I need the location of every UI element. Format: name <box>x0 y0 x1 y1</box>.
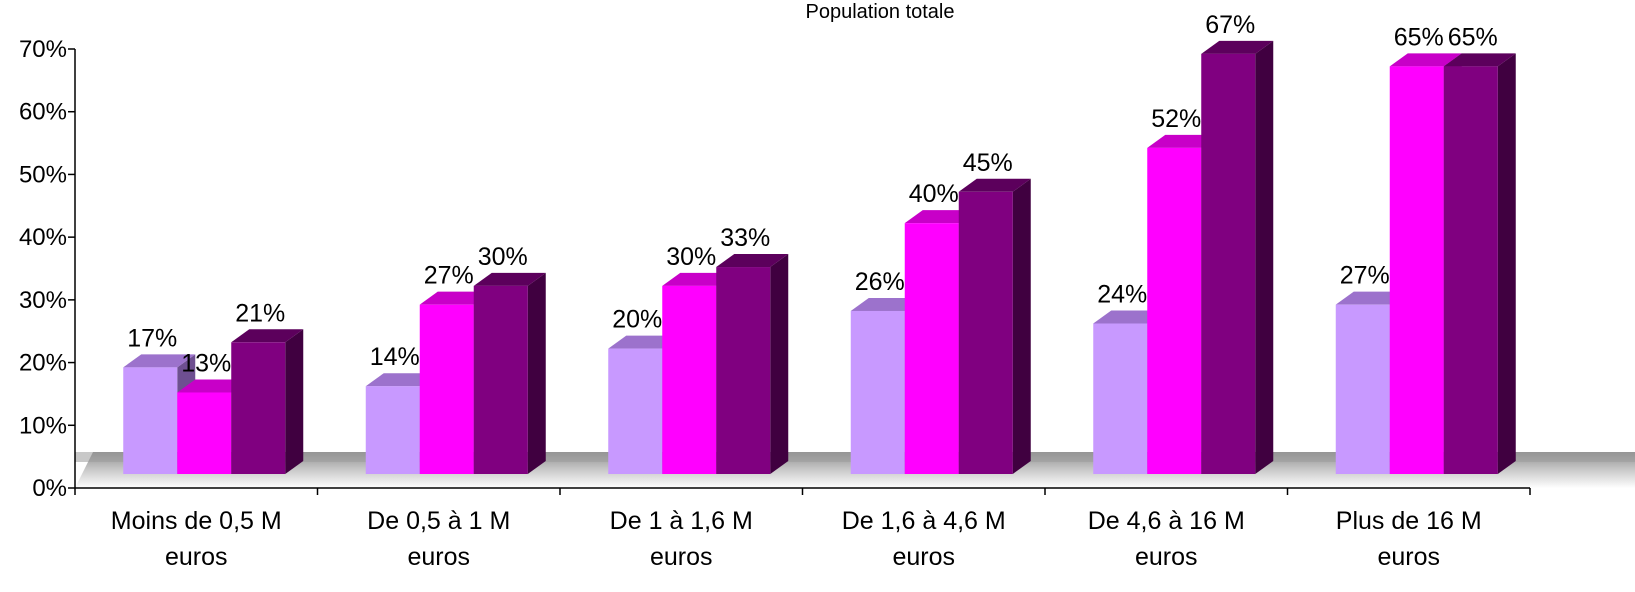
x-category-label: euros <box>1135 543 1198 571</box>
data-label: 67% <box>1205 11 1255 39</box>
bar-front <box>365 386 420 474</box>
x-category-label: euros <box>407 543 470 571</box>
bar-front <box>177 392 232 474</box>
bar-front <box>231 342 286 474</box>
bar-side <box>285 329 304 474</box>
bar-front <box>419 304 474 474</box>
bar <box>473 272 546 474</box>
x-category-label: Moins de 0,5 M <box>111 507 282 535</box>
bar-side <box>1497 53 1516 474</box>
bar-front <box>1443 66 1498 474</box>
data-label: 27% <box>1340 262 1390 290</box>
y-tick-label: 60% <box>19 99 67 126</box>
y-tick-label: 10% <box>19 412 67 439</box>
bar-front <box>850 310 905 474</box>
bar-top <box>1443 53 1516 67</box>
x-category-label: euros <box>1377 543 1440 571</box>
bar-side <box>527 272 546 474</box>
bar <box>1443 53 1516 474</box>
data-label: 26% <box>855 268 905 296</box>
bar-side <box>770 254 789 474</box>
bar-front <box>1389 66 1444 474</box>
bar-front <box>1147 147 1202 474</box>
data-label: 30% <box>666 243 716 271</box>
data-label: 13% <box>181 349 231 377</box>
data-label: 30% <box>478 243 528 271</box>
data-label: 24% <box>1097 280 1147 308</box>
bar <box>716 254 789 474</box>
bars <box>123 40 1516 475</box>
bar-front <box>1093 323 1148 474</box>
bar-front <box>662 285 717 474</box>
data-label: 52% <box>1151 105 1201 133</box>
x-category-label: euros <box>892 543 955 571</box>
x-category-label: De 0,5 à 1 M <box>367 507 510 535</box>
bar-front <box>123 367 178 474</box>
data-labels: 17%13%21%14%27%30%20%30%33%26%40%45%24%5… <box>127 11 1498 378</box>
bar <box>1201 40 1274 475</box>
x-category-label: De 1,6 à 4,6 M <box>842 507 1006 535</box>
y-tick-label: 70% <box>19 36 67 63</box>
bar-top <box>716 254 789 268</box>
x-category-label: euros <box>165 543 228 571</box>
axes: 0% 10% 20% 30% 40% 50% 60% 70% Moins de 0,5 M eur… <box>19 36 1531 571</box>
x-category-label: euros <box>650 543 713 571</box>
x-category-label: De 4,6 à 16 M <box>1088 507 1245 535</box>
bar-top <box>1389 53 1462 67</box>
y-tick-label: 50% <box>19 161 67 188</box>
x-category-label: Plus de 16 M <box>1336 507 1482 535</box>
y-tick-label: 40% <box>19 224 67 251</box>
bar-front <box>1335 304 1390 474</box>
x-category-label: De 1 à 1,6 M <box>610 507 753 535</box>
chart-title: Population totale <box>805 1 954 23</box>
bar-front <box>1201 53 1256 475</box>
data-label: 27% <box>424 262 474 290</box>
data-label: 45% <box>963 149 1013 177</box>
data-label: 20% <box>612 306 662 334</box>
bar-top <box>123 354 196 368</box>
bar-front <box>958 191 1013 475</box>
bar-top <box>958 178 1031 192</box>
bar-front <box>716 267 771 474</box>
data-label: 17% <box>127 324 177 352</box>
bar-front <box>473 285 528 474</box>
y-tick-label: 30% <box>19 287 67 314</box>
bar-side <box>1012 178 1031 475</box>
data-label: 33% <box>720 224 770 252</box>
y-tick-label: 20% <box>19 350 67 377</box>
bar-side <box>1255 40 1274 475</box>
bar-top <box>473 272 546 286</box>
y-tick-label: 0% <box>32 475 67 502</box>
bar-front <box>904 223 959 474</box>
data-label: 14% <box>370 343 420 371</box>
bar <box>958 178 1031 475</box>
data-label: 65% <box>1448 23 1498 51</box>
bar-top <box>231 329 304 343</box>
bar <box>231 329 304 474</box>
data-label: 40% <box>909 180 959 208</box>
bar-top <box>1201 40 1274 54</box>
bar-front <box>608 348 663 474</box>
data-label: 65% <box>1394 23 1444 51</box>
data-label: 21% <box>235 299 285 327</box>
